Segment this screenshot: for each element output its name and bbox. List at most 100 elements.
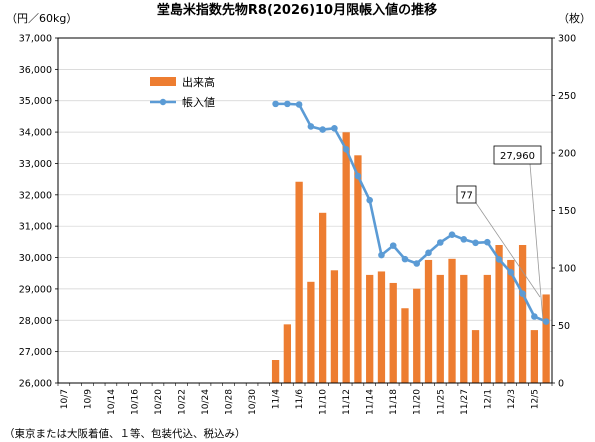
settlement-point (531, 313, 538, 320)
right-tick-label: 150 (558, 206, 576, 217)
settlement-point (331, 125, 338, 132)
legend-bar-label: 出来高 (182, 75, 215, 89)
volume-bar (507, 259, 515, 383)
settlement-point (484, 238, 491, 246)
settlement-point (354, 172, 362, 180)
x-tick-label: 11/25 (436, 389, 446, 415)
footnote: （東京または大阪着値、１等、包装代込、税込み） (4, 427, 246, 440)
callout-price-box (493, 145, 542, 165)
x-tick-label: 11/6 (295, 389, 305, 409)
volume-bar (401, 308, 409, 383)
volume-bar (542, 294, 550, 383)
legend-line-label: 帳入値 (182, 95, 215, 109)
settlement-point (272, 100, 279, 108)
x-tick-label: 12/3 (507, 389, 517, 409)
settlement-point (507, 268, 515, 276)
volume-bar (366, 274, 374, 383)
callout-volume-box (456, 185, 477, 204)
x-tick-label: 10/24 (201, 389, 211, 415)
chart-title: 堂島米指数先物R8(2026)10月限帳入値の推移 (157, 2, 437, 18)
volume-bar (495, 245, 503, 383)
settlement-point (495, 256, 503, 263)
x-tick-label: 11/10 (319, 389, 329, 415)
volume-bar (518, 245, 527, 383)
callout-volume-text: 77 (460, 191, 473, 202)
volume-bar (271, 360, 280, 383)
left-tick-label: 28,000 (19, 316, 52, 327)
volume-bar (483, 274, 491, 383)
volume-bar (530, 330, 539, 383)
settlement-point (448, 231, 456, 238)
legend-bar-swatch (150, 77, 176, 86)
settlement-point (342, 146, 350, 153)
volume-bar (460, 274, 468, 383)
x-tick-label: 11/14 (366, 389, 376, 415)
volume-bar (471, 330, 480, 383)
settlement-point (307, 123, 315, 130)
settlement-point (319, 126, 326, 133)
x-tick-label: 10/20 (154, 389, 164, 415)
right-tick-label: 100 (558, 264, 576, 275)
callout-price-text: 27,960 (500, 151, 535, 162)
x-tick-label: 10/9 (83, 389, 93, 409)
left-axis-unit: （円／60kg） (6, 12, 77, 25)
settlement-point (425, 249, 432, 257)
x-tick-label: 10/7 (60, 389, 70, 409)
volume-bar (377, 271, 386, 383)
x-tick-label: 10/30 (248, 389, 258, 415)
right-tick-label: 250 (558, 91, 576, 102)
volume-bar (354, 155, 362, 383)
callout-volume: 77 (456, 185, 541, 298)
volume-bar (436, 274, 444, 383)
x-tick-label: 11/27 (460, 389, 470, 415)
settlement-point (389, 242, 397, 249)
left-tick-label: 31,000 (19, 222, 52, 233)
legend: 出来高 帳入値 (150, 75, 215, 109)
left-tick-label: 35,000 (19, 96, 52, 107)
settlement-line (272, 100, 550, 325)
settlement-point (472, 239, 479, 247)
x-tick-label: 11/18 (389, 389, 399, 415)
volume-bar (295, 181, 303, 383)
settlement-point (460, 236, 468, 243)
volume-bar (448, 258, 456, 383)
left-tick-label: 26,000 (19, 379, 52, 390)
volume-bar (424, 259, 433, 383)
callout-price-leader (529, 163, 544, 322)
right-tick-label: 300 (558, 34, 576, 45)
settlement-point (436, 239, 444, 246)
volume-bar (283, 324, 292, 383)
left-tick-label: 37,000 (19, 34, 52, 45)
settlement-point (366, 196, 373, 204)
volume-bar (318, 212, 327, 383)
left-tick-label: 33,000 (19, 159, 52, 170)
x-tick-label: 10/14 (107, 389, 117, 415)
volume-bar (413, 288, 421, 383)
settlement-point (401, 255, 409, 263)
left-tick-label: 29,000 (19, 284, 52, 295)
settlement-point (519, 290, 526, 297)
x-tick-label: 11/20 (413, 389, 423, 415)
right-axis-ticks: 0 50 100 150 200 250 300 (552, 34, 576, 390)
callout-volume-leader (475, 202, 541, 298)
left-tick-label: 36,000 (19, 65, 52, 76)
x-tick-label: 11/12 (342, 389, 352, 415)
left-tick-label: 32,000 (19, 190, 52, 201)
left-tick-label: 27,000 (19, 347, 52, 358)
x-tick-label: 11/4 (272, 389, 282, 409)
x-tick-label: 10/28 (225, 389, 235, 415)
left-tick-label: 34,000 (19, 128, 52, 139)
x-tick-label: 10/16 (130, 389, 140, 415)
right-tick-label: 0 (558, 379, 564, 390)
settlement-point (378, 251, 385, 259)
settlement-point (284, 100, 291, 108)
settlement-point (295, 101, 303, 108)
x-tick-label: 12/1 (483, 389, 493, 409)
volume-bar (342, 132, 350, 383)
volume-bar (330, 270, 339, 383)
x-axis-ticks: 10/7 10/9 10/14 10/16 10/20 10/22 10/24 10/28 10… (57, 383, 553, 415)
left-axis-ticks: 26,000 27,000 28,000 29,000 30,000 31,000 32,0… (19, 34, 58, 390)
right-tick-label: 200 (558, 149, 576, 160)
callout-price: 27,960 (493, 145, 544, 322)
